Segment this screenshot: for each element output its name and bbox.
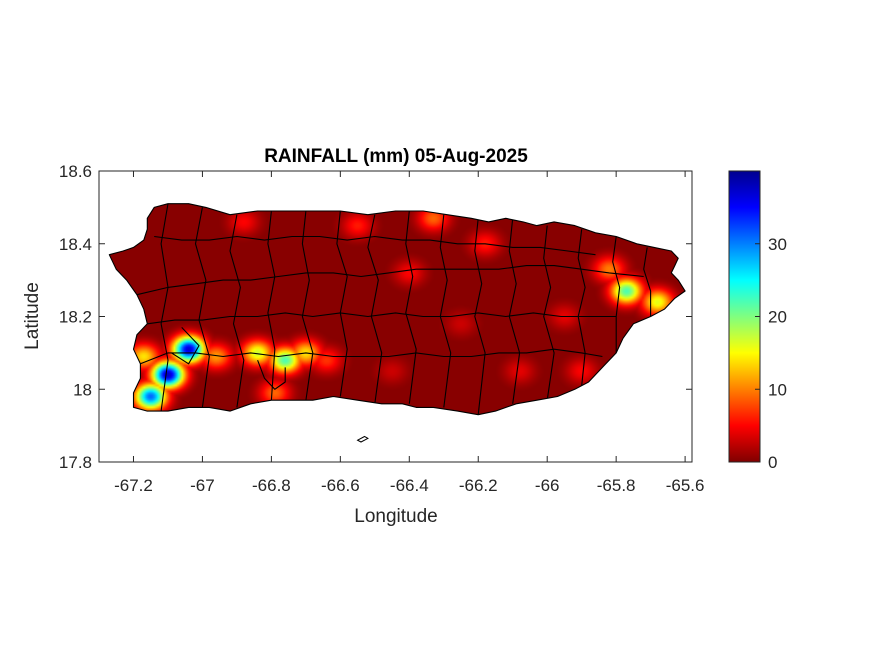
- municipality-boundary: [543, 225, 555, 401]
- y-tick-label: 18.6: [59, 162, 92, 181]
- municipality-boundary: [405, 210, 417, 404]
- x-tick-label: -66.4: [390, 476, 429, 495]
- y-axis: 17.8 18 18.2 18.4 18.6: [59, 162, 692, 472]
- municipality-boundary: [136, 265, 644, 296]
- municipality-boundary: [336, 210, 348, 397]
- municipality-boundary: [439, 214, 452, 408]
- municipality-boundary: [154, 235, 596, 256]
- y-axis-label: Latitude: [22, 282, 43, 350]
- island-coastline: [108, 203, 686, 416]
- y-tick-label: 18: [73, 380, 92, 399]
- x-tick-label: -66.2: [459, 476, 498, 495]
- x-tick-label: -66.8: [252, 476, 291, 495]
- municipality-boundary: [194, 207, 210, 408]
- municipality-boundary: [301, 210, 314, 401]
- x-tick-label: -67: [190, 476, 215, 495]
- municipality-boundary: [257, 360, 286, 390]
- y-tick-label: 17.8: [59, 453, 92, 472]
- x-tick-label: -65.8: [597, 476, 636, 495]
- municipality-boundary: [267, 210, 276, 401]
- colorbar-tick-label: 10: [768, 380, 787, 399]
- colorbar: [728, 170, 761, 463]
- municipality-boundaries: [136, 203, 652, 415]
- municipality-boundary: [140, 348, 603, 365]
- colorbar-axis: 0 10 20 30: [755, 235, 787, 472]
- x-axis: -67.2 -67 -66.8 -66.6 -66.4 -66.2 -66 -65.8 -65.…: [114, 171, 704, 495]
- municipality-boundary: [229, 214, 245, 408]
- municipality-boundary: [643, 247, 652, 317]
- rainfall-heatmap: [109, 203, 686, 415]
- municipality-boundary: [577, 229, 586, 386]
- x-axis-label: Longitude: [354, 506, 437, 527]
- small-island: [356, 435, 369, 443]
- chart-title: RAINFALL (mm) 05-Aug-2025: [264, 146, 528, 167]
- municipality-boundary: [367, 214, 383, 404]
- colorbar-tick-label: 0: [768, 453, 777, 472]
- municipality-boundary: [508, 218, 521, 404]
- colorbar-tick-label: 30: [768, 235, 787, 254]
- municipality-boundary: [612, 236, 621, 353]
- x-tick-label: -66: [535, 476, 560, 495]
- x-tick-label: -67.2: [114, 476, 153, 495]
- municipality-boundary: [160, 203, 169, 412]
- y-tick-label: 18.4: [59, 235, 92, 254]
- x-tick-label: -66.6: [321, 476, 360, 495]
- x-tick-label: -65.6: [666, 476, 705, 495]
- municipality-boundary: [474, 218, 486, 415]
- municipality-boundary: [147, 312, 617, 325]
- y-tick-label: 18.2: [59, 308, 92, 327]
- municipality-boundary: [171, 327, 200, 365]
- colorbar-tick-label: 20: [768, 308, 787, 327]
